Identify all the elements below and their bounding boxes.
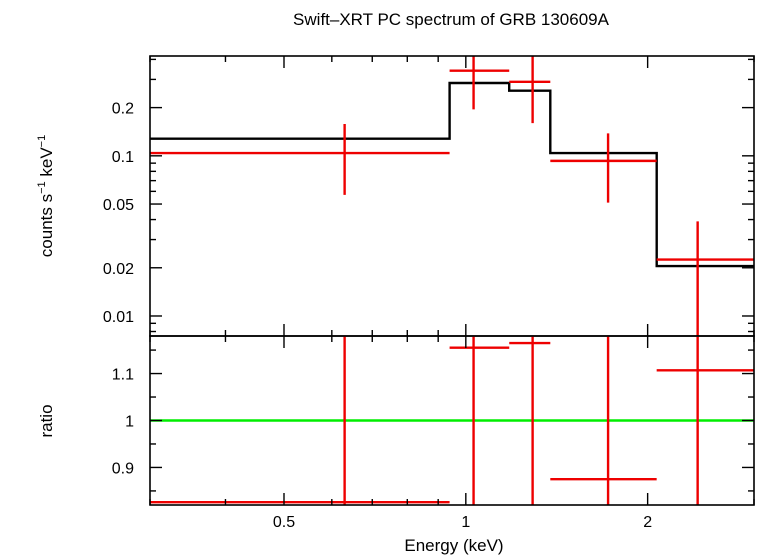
ratio-tick-label: 1.1 xyxy=(112,367,134,384)
y-axis-label-mid: keV xyxy=(37,147,56,182)
data-point xyxy=(656,221,754,336)
y-tick-label: 0.05 xyxy=(103,197,134,214)
y-axis-label-exp1: −1 xyxy=(36,181,48,194)
ratio-point xyxy=(509,336,551,505)
model-curve xyxy=(150,81,754,268)
x-axis-label: Energy (keV) xyxy=(404,536,503,555)
y-tick-label: 0.02 xyxy=(103,261,134,278)
y-axis-label-main: counts s xyxy=(37,194,56,257)
data-point xyxy=(449,56,510,110)
spectrum-panel: 0.01 0.02 0.05 0.1 0.2 xyxy=(103,55,755,337)
y-axis-label-spectrum: counts s−1 keV−1 xyxy=(36,135,56,257)
y-tick-label: 0.01 xyxy=(103,309,134,326)
model-step-line xyxy=(150,81,754,268)
ratio-point xyxy=(550,336,657,505)
x-tick-label: 1 xyxy=(461,514,470,531)
ratio-axis-ticks: 0.9 1 1.1 0.5 1 2 xyxy=(112,336,755,531)
spectrum-frame xyxy=(149,55,755,337)
x-tick-label: 0.5 xyxy=(273,514,295,531)
y-axis-label-exp2: −1 xyxy=(36,135,48,148)
chart-title: Swift–XRT PC spectrum of GRB 130609A xyxy=(293,10,610,29)
ratio-point xyxy=(150,336,450,505)
y-tick-label: 0.2 xyxy=(112,101,134,118)
ratio-points xyxy=(150,336,754,505)
data-point xyxy=(509,56,551,124)
data-point xyxy=(150,124,450,195)
ratio-tick-label: 0.9 xyxy=(112,460,134,477)
data-points xyxy=(150,56,754,336)
y-axis-label-ratio: ratio xyxy=(37,404,56,437)
ratio-tick-label: 1 xyxy=(125,414,134,431)
data-point xyxy=(550,133,657,203)
ratio-point xyxy=(449,336,510,505)
ratio-point xyxy=(656,336,754,505)
y-tick-label: 0.1 xyxy=(112,149,134,166)
ratio-panel: 0.9 1 1.1 0.5 1 2 xyxy=(112,335,755,531)
x-tick-label: 2 xyxy=(643,514,652,531)
ratio-frame xyxy=(149,335,755,506)
y-axis-ticks: 0.01 0.02 0.05 0.1 0.2 xyxy=(103,56,755,336)
